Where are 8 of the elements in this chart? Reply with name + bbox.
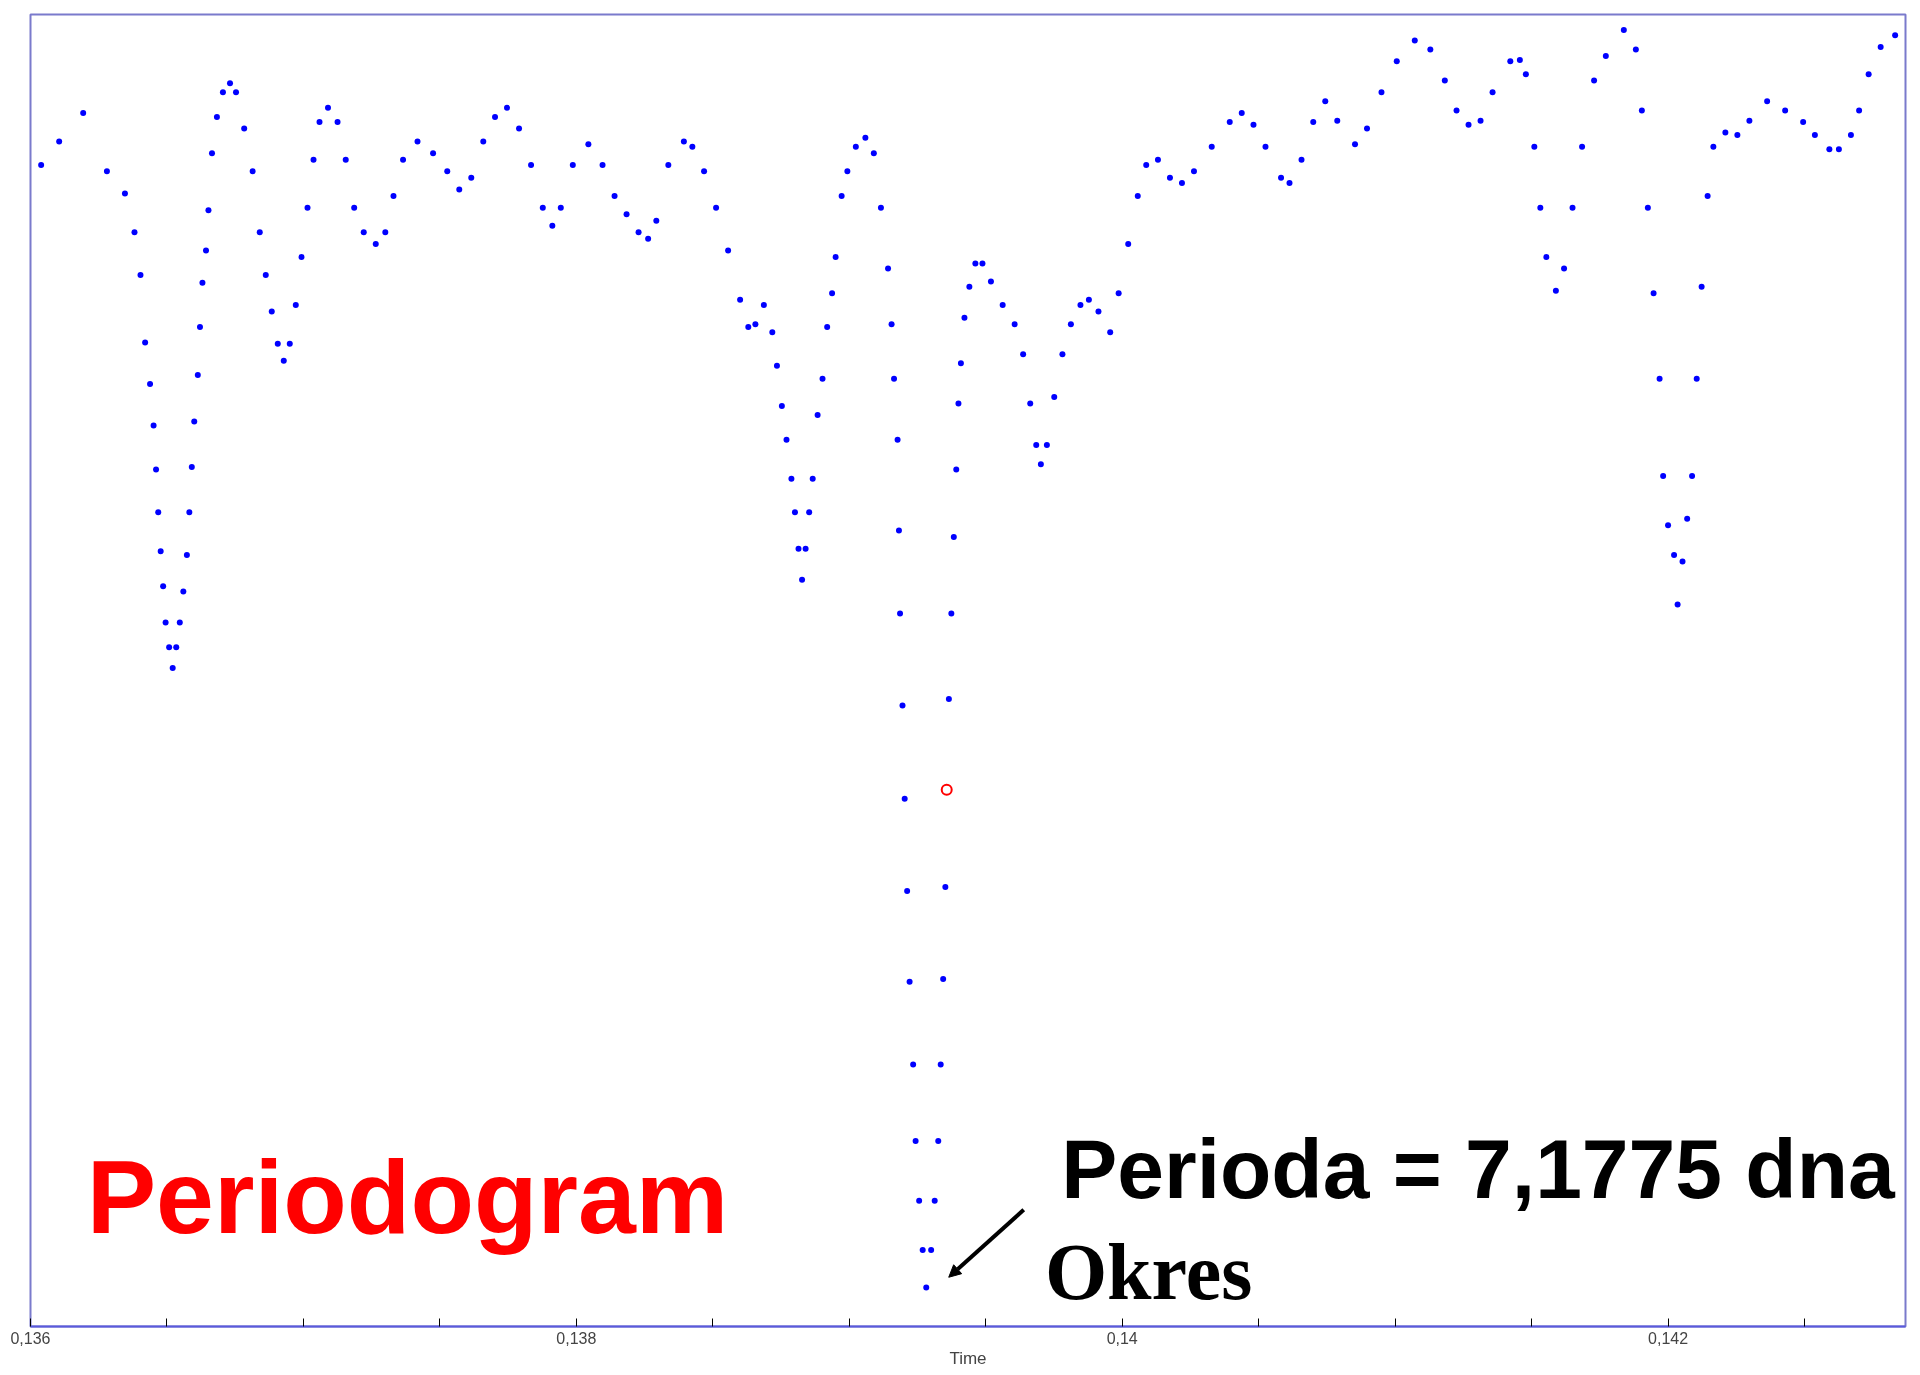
- annotation: Periodogram: [86, 1139, 729, 1256]
- annotation: Okres: [1044, 1228, 1253, 1317]
- x-tick-label: 0,142: [1648, 1329, 1689, 1347]
- x-tick-label: 0,136: [10, 1329, 51, 1347]
- x-axis-title: Time: [949, 1348, 987, 1368]
- annotation: Perioda = 7,1775 dna: [1061, 1122, 1896, 1217]
- x-tick-label: 0,14: [1106, 1329, 1138, 1347]
- x-tick-label: 0,138: [556, 1329, 597, 1347]
